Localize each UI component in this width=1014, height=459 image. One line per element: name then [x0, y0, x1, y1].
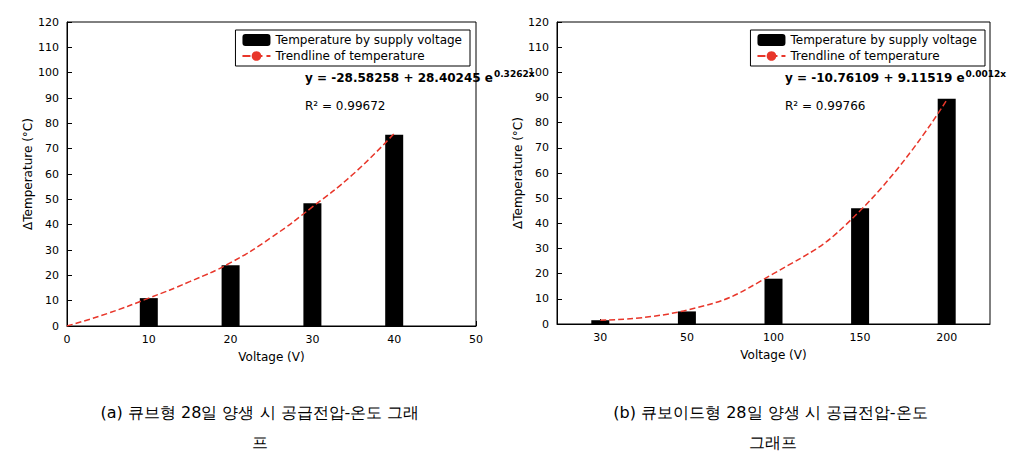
svg-text:R² = 0.99766: R² = 0.99766	[785, 99, 865, 113]
svg-text:50: 50	[469, 333, 483, 346]
svg-text:(b) 큐보이드형 28일 양생 시 공급전압-온도: (b) 큐보이드형 28일 양생 시 공급전압-온도	[613, 403, 932, 422]
svg-text:70: 70	[45, 142, 59, 155]
svg-text:Temperature by supply voltage: Temperature by supply voltage	[789, 33, 977, 47]
svg-text:그래프: 그래프	[749, 433, 797, 452]
svg-text:0: 0	[64, 333, 71, 346]
svg-text:100: 100	[528, 65, 549, 79]
svg-text:100: 100	[763, 331, 784, 344]
svg-text:ΔTemperature (°C): ΔTemperature (°C)	[511, 117, 525, 229]
svg-text:40: 40	[535, 217, 549, 230]
svg-text:90: 90	[535, 91, 549, 104]
svg-text:80: 80	[535, 116, 549, 129]
svg-text:0.0012x: 0.0012x	[966, 69, 1007, 79]
svg-text:10: 10	[142, 333, 156, 346]
svg-text:30: 30	[305, 333, 319, 346]
svg-text:60: 60	[535, 167, 549, 180]
svg-text:Temperature by supply voltage: Temperature by supply voltage	[274, 33, 462, 47]
svg-text:100: 100	[38, 66, 59, 79]
svg-text:90: 90	[45, 92, 59, 105]
svg-text:20: 20	[224, 333, 238, 346]
svg-text:(a) 큐브형 28일 양생 시 공급전압-온도 그래: (a) 큐브형 28일 양생 시 공급전압-온도 그래	[101, 403, 420, 422]
svg-text:ΔTemperature (°C): ΔTemperature (°C)	[21, 118, 35, 230]
svg-text:30: 30	[593, 331, 607, 344]
svg-text:110: 110	[528, 41, 549, 54]
svg-text:프: 프	[252, 433, 268, 452]
svg-text:Voltage (V): Voltage (V)	[740, 348, 806, 362]
svg-text:70: 70	[535, 141, 549, 154]
svg-text:40: 40	[45, 218, 59, 231]
svg-text:0.3262x: 0.3262x	[494, 69, 535, 79]
svg-text:30: 30	[45, 244, 59, 257]
svg-text:10: 10	[535, 292, 549, 305]
svg-text:Trendline of temperature: Trendline of temperature	[789, 49, 939, 63]
svg-text:40: 40	[387, 333, 401, 346]
svg-text:110: 110	[38, 41, 59, 54]
svg-text:120: 120	[528, 16, 549, 29]
svg-text:0: 0	[542, 318, 549, 331]
svg-text:20: 20	[535, 267, 549, 280]
svg-text:Trendline of temperature: Trendline of temperature	[274, 49, 424, 63]
svg-text:60: 60	[45, 168, 59, 181]
svg-text:20: 20	[45, 269, 59, 282]
svg-text:y = -28.58258 + 28.40245 e: y = -28.58258 + 28.40245 e	[305, 71, 493, 85]
svg-text:50: 50	[680, 331, 694, 344]
svg-text:50: 50	[535, 192, 549, 205]
svg-text:y = -10.76109 + 9.11519 e: y = -10.76109 + 9.11519 e	[785, 71, 965, 85]
svg-text:120: 120	[38, 16, 59, 29]
svg-text:Voltage (V): Voltage (V)	[238, 350, 304, 364]
svg-text:30: 30	[535, 242, 549, 255]
svg-text:50: 50	[45, 193, 59, 206]
svg-text:150: 150	[850, 331, 871, 344]
svg-text:0: 0	[52, 320, 59, 333]
svg-text:R² = 0.99672: R² = 0.99672	[305, 99, 385, 113]
svg-text:80: 80	[45, 117, 59, 130]
svg-text:10: 10	[45, 294, 59, 307]
svg-text:200: 200	[936, 331, 957, 344]
